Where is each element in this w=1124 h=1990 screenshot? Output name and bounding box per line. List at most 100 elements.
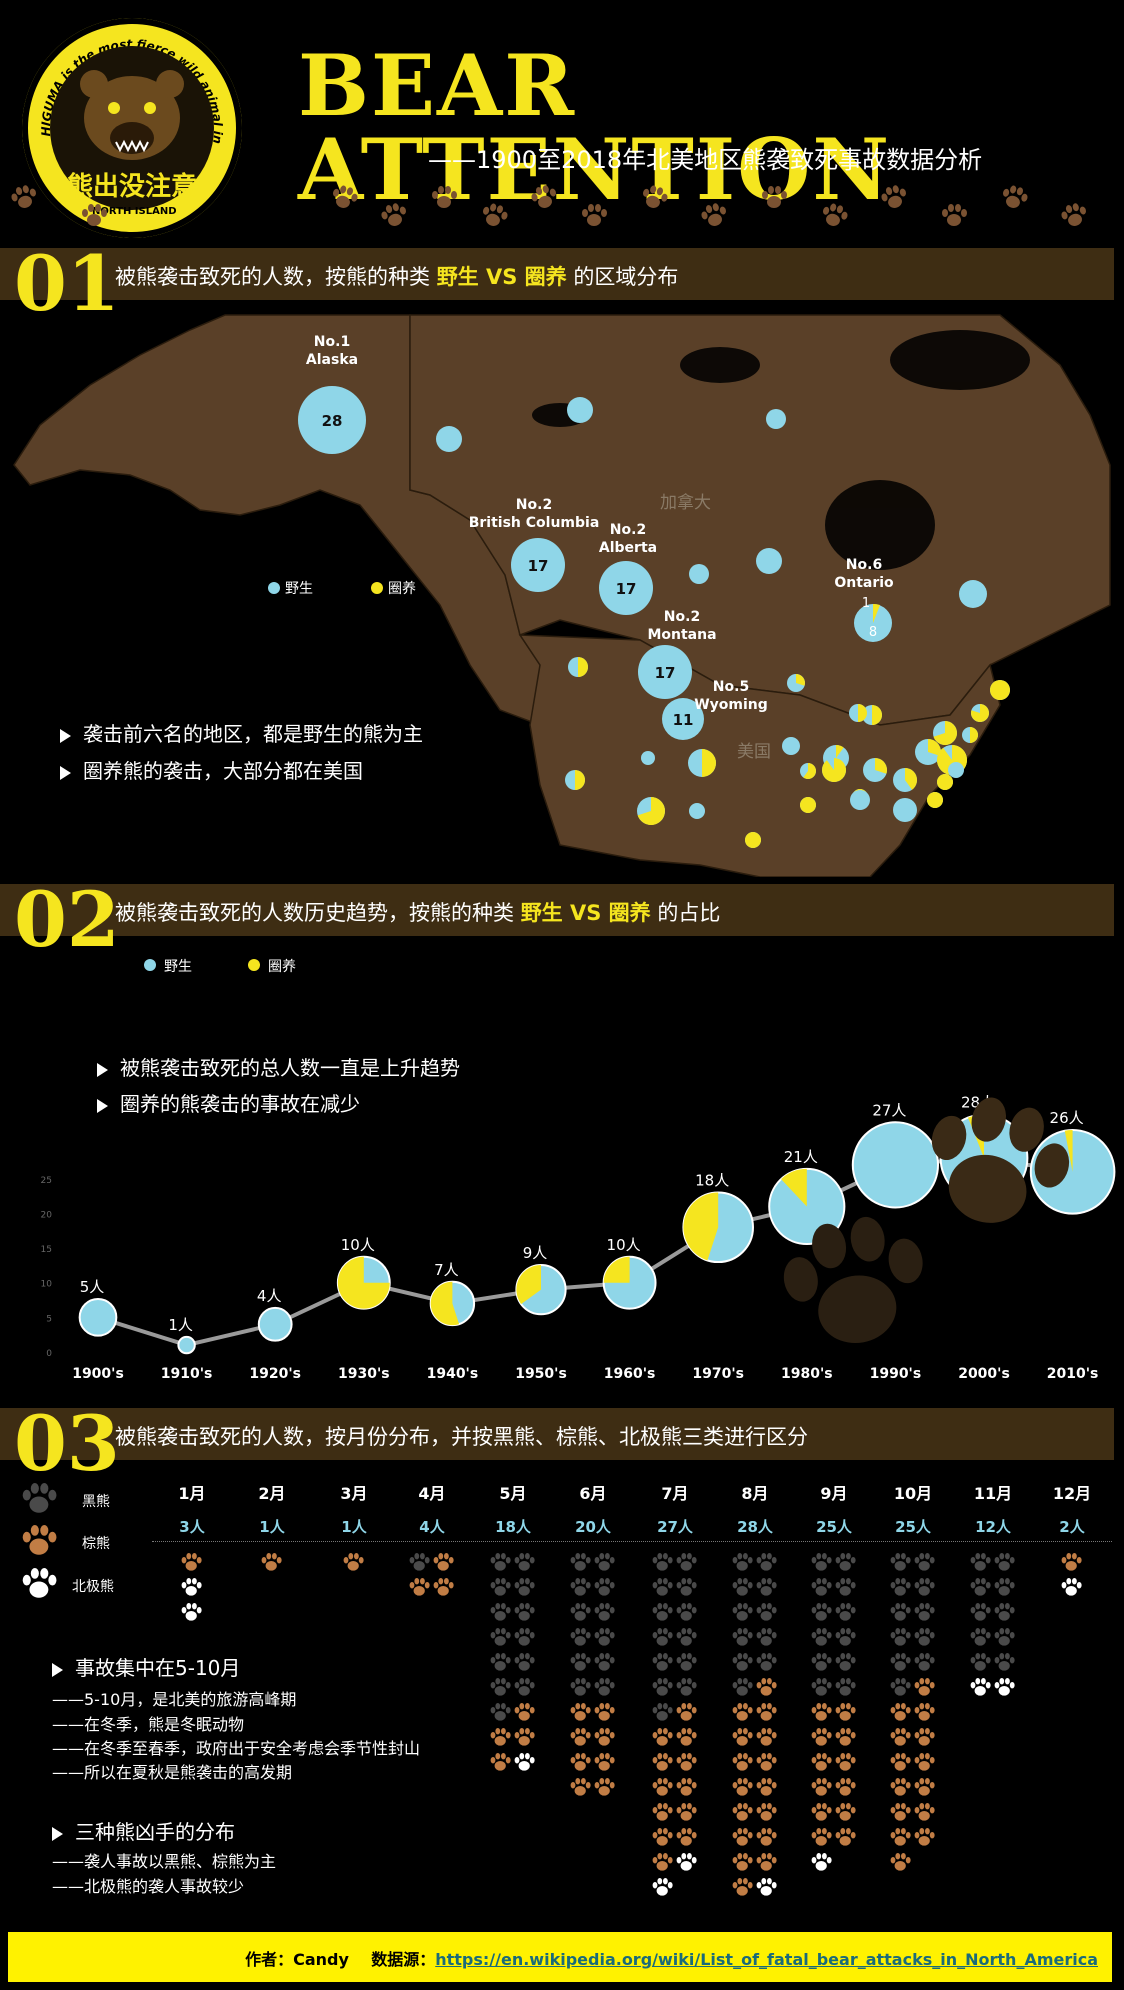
- data-point-pie: [336, 1255, 391, 1310]
- map-bubble: [637, 797, 666, 826]
- black-bear-paw-icon: [835, 1603, 856, 1621]
- svg-text:Alberta: Alberta: [599, 540, 657, 556]
- section3-title: 被熊袭击致死的人数，按月份分布，并按黑熊、棕熊、北极熊三类进行区分: [115, 1425, 808, 1449]
- data-label: 27人: [872, 1101, 906, 1119]
- brown-bear-paw-icon: [570, 1753, 591, 1771]
- note1-line-1: ——5-10月，是北美的旅游高峰期: [52, 1690, 297, 1709]
- brown-bear-paw-icon: [409, 1578, 430, 1596]
- map-bubble: [568, 657, 588, 677]
- map-bubble: [959, 580, 987, 608]
- black-bear-paw-icon: [490, 1553, 511, 1571]
- map-bubble: [893, 798, 917, 822]
- section1-bullet-2: 圈养熊的袭击，大部分都在美国: [60, 755, 363, 784]
- map-bubble: [689, 803, 705, 819]
- black-bear-paw-icon: [835, 1553, 856, 1571]
- x-tick-label: 1960's: [604, 1366, 656, 1382]
- black-bear-paw-icon: [514, 1628, 535, 1646]
- map-bubble: [436, 426, 462, 452]
- black-bear-paw-icon: [732, 1603, 753, 1621]
- black-bear-paw-icon: [490, 1628, 511, 1646]
- svg-text:Alaska: Alaska: [306, 352, 358, 368]
- brown-bear-paw-icon: [676, 1803, 697, 1821]
- month-count: 18人: [495, 1518, 531, 1536]
- black-bear-paw-icon: [890, 1578, 911, 1596]
- y-tick-label: 5: [46, 1314, 52, 1324]
- black-bear-paw-icon: [490, 1703, 511, 1721]
- section1-bullet-1: 袭击前六名的地区，都是野生的熊为主: [60, 718, 423, 747]
- note1-line-4: ——所以在夏秋是熊袭击的高发期: [52, 1763, 293, 1782]
- map-bubble: [893, 768, 917, 792]
- month-label: 6月: [579, 1484, 607, 1503]
- note1-line-2: ——在冬季，熊是冬眠动物: [52, 1715, 245, 1734]
- brown-bear-paw-icon: [890, 1853, 911, 1871]
- month-count: 12人: [975, 1518, 1011, 1536]
- black-bear-paw-icon: [811, 1578, 832, 1596]
- brown-bear-paw-icon: [732, 1828, 753, 1846]
- source-link[interactable]: https://en.wikipedia.org/wiki/List_of_fa…: [435, 1950, 1098, 1969]
- paw-print-icon: [762, 186, 787, 208]
- brown-bear-paw-icon: [914, 1828, 935, 1846]
- paw-print-icon: [999, 183, 1030, 212]
- black-bear-paw-icon: [914, 1603, 935, 1621]
- black-bear-paw-icon: [594, 1628, 615, 1646]
- map-bubble: [849, 704, 867, 722]
- brown-bear-paw-icon: [835, 1828, 856, 1846]
- map-bubble: [927, 792, 943, 808]
- brown-bear-paw-icon: [756, 1803, 777, 1821]
- y-tick-label: 10: [41, 1280, 53, 1290]
- y-tick-label: 15: [41, 1245, 52, 1255]
- map-small-bubbles: [436, 397, 1010, 848]
- map-bubble: [937, 774, 953, 790]
- paw-print-icon: [1059, 201, 1090, 229]
- brown-bear-paw-icon: [756, 1703, 777, 1721]
- svg-text:28: 28: [322, 412, 343, 430]
- black-bear-paw-icon: [676, 1653, 697, 1671]
- trend-chart: 0 5 10 15 20 25 5人 1900's 1人 1910's 4人 1920's 10人 193…: [41, 1084, 1116, 1382]
- svg-text:Wyoming: Wyoming: [694, 697, 768, 713]
- map-bubble: [800, 763, 816, 779]
- north-america-map: 加拿大 美国 28 No.1 Alaska 17 No.2 British Co…: [13, 314, 1111, 877]
- black-bear-paw-icon: [970, 1553, 991, 1571]
- polar-bear-paw-icon: [994, 1678, 1015, 1696]
- brown-bear-paw-icon: [835, 1753, 856, 1771]
- x-tick-label: 1910's: [161, 1366, 213, 1382]
- black-bear-paw-icon: [652, 1653, 673, 1671]
- y-tick-label: 25: [41, 1176, 52, 1186]
- data-point-pie: [78, 1298, 118, 1337]
- brown-bear-paw-icon: [514, 1728, 535, 1746]
- brown-bear-paw-icon: [914, 1678, 935, 1696]
- y-tick-label: 20: [41, 1210, 53, 1220]
- paw-print-icon: [819, 201, 850, 230]
- brown-bear-paw-icon: [914, 1753, 935, 1771]
- section2-bullet-2: 圈养的熊袭击的事故在减少: [97, 1088, 360, 1117]
- brown-bear-paw-icon: [756, 1778, 777, 1796]
- paw-print-icon: [879, 183, 910, 211]
- map-bubble: [787, 674, 805, 692]
- black-bear-paw-icon: [811, 1603, 832, 1621]
- x-tick-label: 2010's: [1047, 1366, 1099, 1382]
- black-bear-paw-icon: [409, 1553, 430, 1571]
- brown-bear-paw-icon: [756, 1753, 777, 1771]
- brown-bear-paw-icon: [811, 1703, 832, 1721]
- brown-bear-paw-icon: [890, 1828, 911, 1846]
- svg-text:17: 17: [655, 664, 676, 682]
- data-label: 10人: [341, 1236, 375, 1254]
- x-tick-label: 1930's: [338, 1366, 390, 1382]
- svg-text:圈养: 圈养: [388, 581, 416, 597]
- black-bear-paw-icon: [732, 1578, 753, 1596]
- brown-bear-paw-icon: [835, 1703, 856, 1721]
- black-bear-paw-icon: [970, 1603, 991, 1621]
- region-bubble-ontario: 8 No.6 Ontario 1: [834, 557, 894, 642]
- black-bear-paw-icon: [835, 1653, 856, 1671]
- data-label: 4人: [257, 1287, 282, 1305]
- black-bear-paw-icon: [490, 1578, 511, 1596]
- month-count: 1人: [259, 1518, 285, 1536]
- brown-bear-paw-icon: [811, 1803, 832, 1821]
- map-bubble: [745, 832, 761, 848]
- black-bear-paw-icon: [835, 1628, 856, 1646]
- region-bubble-british-columbia: 17 No.2 British Columbia: [469, 497, 599, 592]
- brown-bear-paw-icon: [652, 1828, 673, 1846]
- data-label: 7人: [434, 1261, 459, 1279]
- brown-bear-paw-icon: [652, 1778, 673, 1796]
- black-bear-paw-icon: [994, 1603, 1015, 1621]
